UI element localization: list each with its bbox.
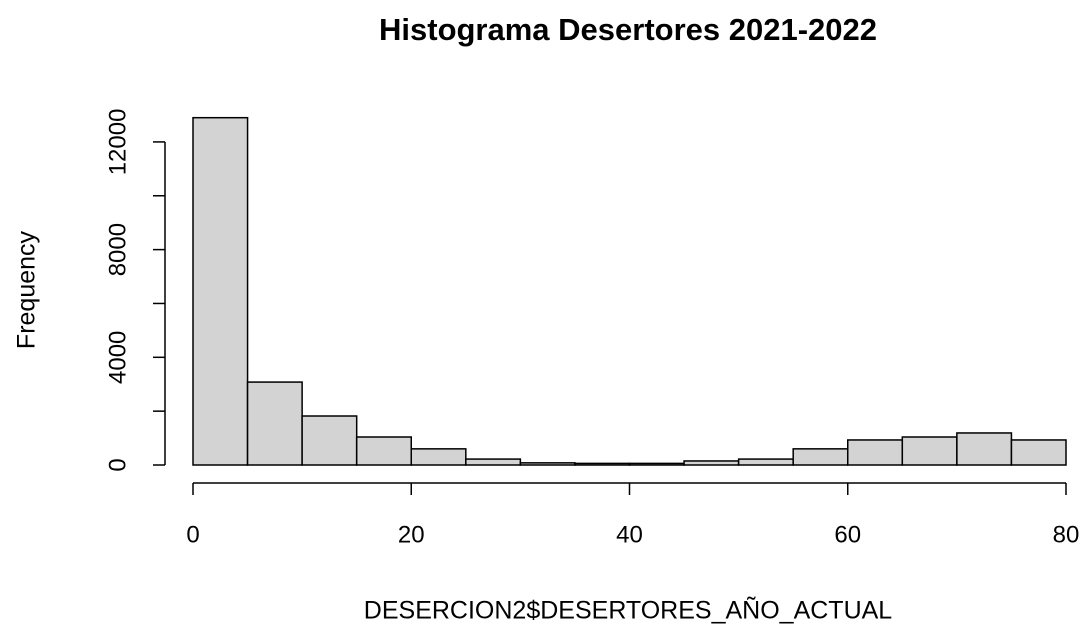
bar — [956, 432, 1013, 466]
bar — [192, 116, 249, 466]
bar — [301, 415, 358, 466]
x-tick-label: 80 — [1053, 521, 1080, 548]
y-tick-label: 4000 — [104, 331, 131, 384]
chart-title: Histograma Desertores 2021-2022 — [379, 12, 877, 47]
bar — [574, 462, 631, 466]
bar — [792, 448, 849, 466]
bar — [628, 462, 685, 466]
y-tick-label: 8000 — [104, 223, 131, 276]
x-axis-label: DESERCION2$DESERTORES_AÑO_ACTUAL — [364, 596, 893, 625]
bar — [355, 436, 412, 466]
x-tick-label: 60 — [834, 521, 861, 548]
bar — [519, 462, 576, 466]
x-tick-label: 0 — [186, 521, 199, 548]
y-axis-label: Frequency — [13, 230, 41, 349]
bar — [847, 439, 904, 466]
x-tick-label: 40 — [616, 521, 643, 548]
bar — [410, 448, 467, 466]
bar — [465, 458, 522, 466]
y-tick-label: 12000 — [104, 109, 131, 176]
x-tick-label: 20 — [398, 521, 425, 548]
bar — [737, 458, 794, 466]
y-tick-label: 0 — [104, 458, 131, 471]
bar — [246, 381, 303, 466]
bar — [1010, 439, 1067, 466]
bar — [683, 460, 740, 466]
bar — [901, 436, 958, 466]
